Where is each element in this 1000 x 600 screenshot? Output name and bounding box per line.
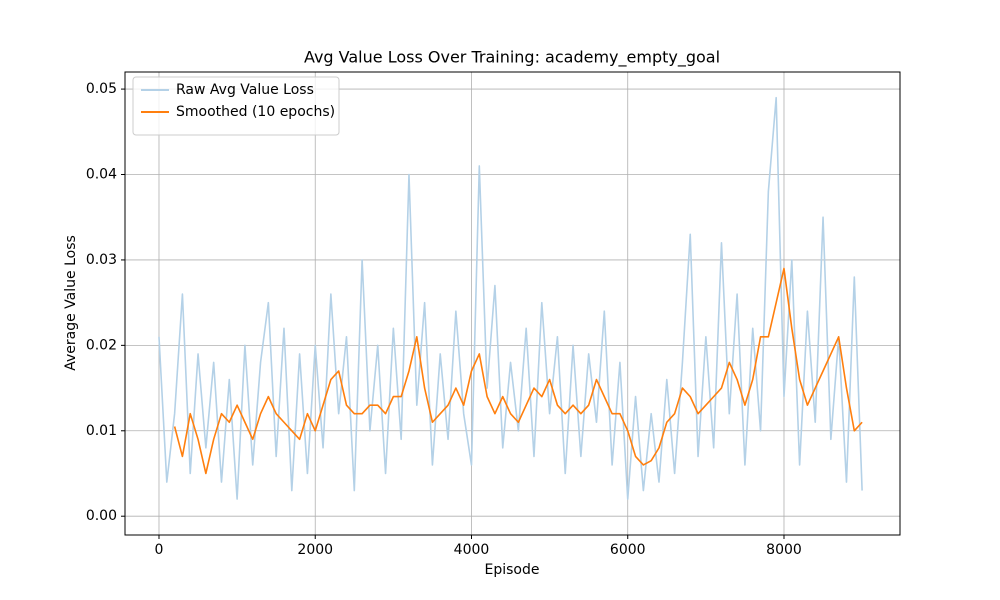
legend-label: Raw Avg Value Loss bbox=[176, 82, 314, 98]
y-tick-label: 0.05 bbox=[86, 81, 117, 97]
y-tick-label: 0.04 bbox=[86, 167, 117, 183]
x-axis-label: Episode bbox=[485, 562, 540, 578]
x-tick-label: 4000 bbox=[454, 542, 490, 558]
x-tick-label: 6000 bbox=[610, 542, 646, 558]
chart-title: Avg Value Loss Over Training: academy_em… bbox=[304, 48, 720, 68]
y-axis-label: Average Value Loss bbox=[63, 235, 79, 371]
legend-label: Smoothed (10 epochs) bbox=[176, 104, 335, 120]
x-tick-label: 2000 bbox=[297, 542, 333, 558]
y-tick-label: 0.00 bbox=[86, 508, 117, 524]
plot-frame bbox=[124, 71, 901, 536]
legend-box bbox=[132, 76, 340, 136]
y-tick-label: 0.02 bbox=[86, 337, 117, 353]
x-tick-label: 8000 bbox=[766, 542, 802, 558]
data-line bbox=[173, 267, 863, 475]
x-tick-label: 0 bbox=[155, 542, 164, 558]
data-line bbox=[158, 96, 863, 500]
y-tick-label: 0.03 bbox=[86, 252, 117, 268]
y-tick-label: 0.01 bbox=[86, 423, 117, 439]
